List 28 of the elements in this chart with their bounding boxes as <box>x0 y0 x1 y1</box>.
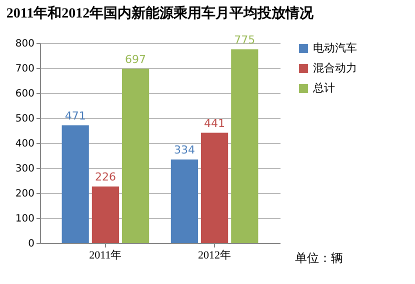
y-tick-label: 500 <box>15 114 34 124</box>
legend-label: 混合动力 <box>313 62 357 74</box>
y-tick-label: 100 <box>15 214 34 224</box>
text: 单位：辆 <box>295 251 343 265</box>
y-tick-label: 200 <box>15 188 34 200</box>
y-tick-label: 700 <box>15 64 34 74</box>
y-tick-label: 600 <box>15 88 34 100</box>
x-tick-label: 2011年 <box>89 250 122 262</box>
bar <box>201 132 228 243</box>
y-tick-label: 400 <box>15 138 34 150</box>
data-label: 471 <box>64 109 86 122</box>
data-label: 441 <box>204 116 226 130</box>
y-tick-label: 300 <box>15 164 34 174</box>
bar <box>92 186 119 243</box>
legend-label: 电动汽车 <box>313 42 357 54</box>
data-label: 334 <box>174 144 195 156</box>
bar <box>231 49 258 243</box>
legend-label: 总计 <box>312 82 335 94</box>
y-tick-label: 0 <box>28 238 34 250</box>
bar <box>122 68 150 243</box>
y-tick-label: 800 <box>15 38 34 50</box>
data-label: 775 <box>234 33 256 46</box>
x-tick-label: 2012年 <box>198 250 232 262</box>
data-label: 697 <box>125 52 146 66</box>
chart-title: 2011年和2012年国内新能源乘用车月平均投放情况 <box>6 4 315 22</box>
bar <box>62 125 89 243</box>
bar <box>170 160 198 243</box>
data-label: 226 <box>94 170 116 184</box>
